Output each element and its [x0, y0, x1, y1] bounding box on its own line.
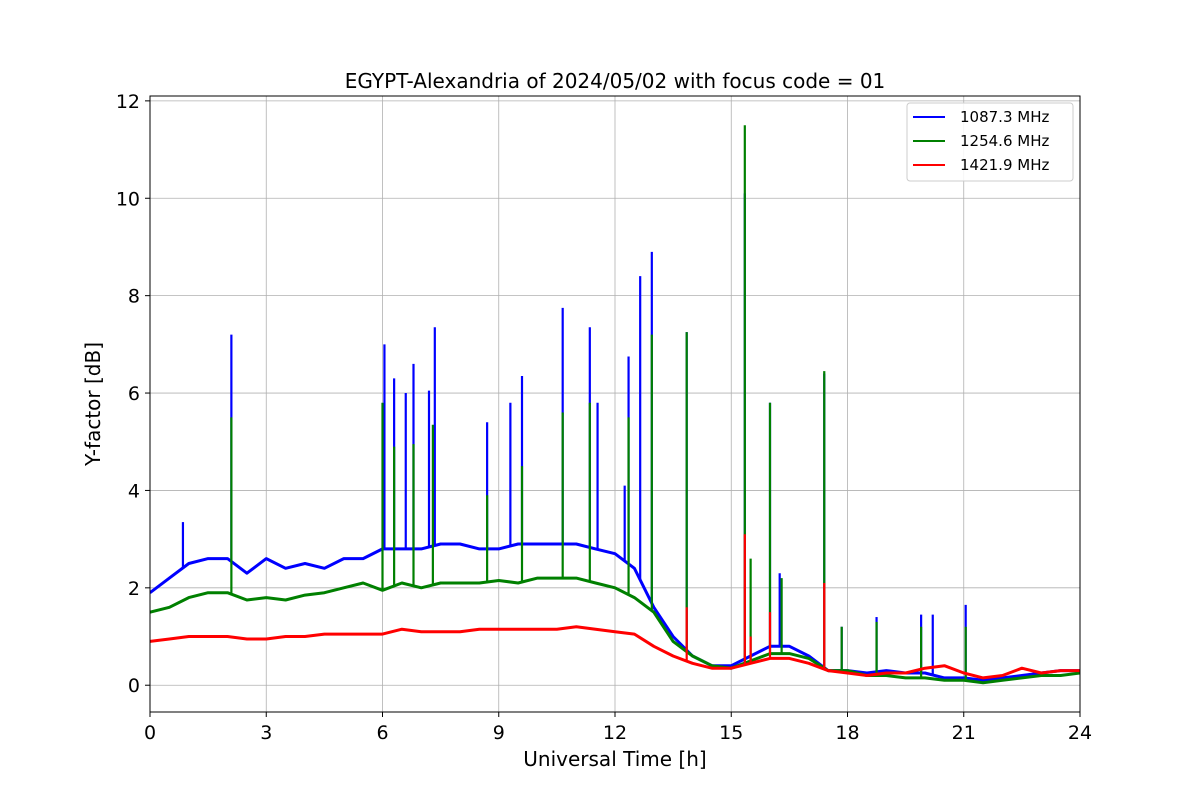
- legend-label: 1087.3 MHz: [960, 108, 1049, 126]
- legend-label: 1421.9 MHz: [960, 156, 1049, 174]
- y-tick-label: 2: [128, 578, 140, 600]
- x-axis-label: Universal Time [h]: [523, 747, 706, 771]
- x-tick-label: 3: [260, 722, 272, 744]
- y-axis-label: Y-factor [dB]: [81, 342, 105, 467]
- x-tick-label: 6: [376, 722, 388, 744]
- x-tick-label: 12: [603, 722, 627, 744]
- series-line: [150, 625, 1080, 680]
- legend: 1087.3 MHz 1254.6 MHz 1421.9 MHz: [906, 102, 1074, 182]
- x-tick-label: 0: [144, 722, 156, 744]
- x-tick-label: 18: [835, 722, 859, 744]
- y-tick-label: 6: [128, 383, 140, 405]
- series-group: [150, 125, 1080, 685]
- y-tick-label: 4: [128, 480, 140, 502]
- x-tick-label: 15: [719, 722, 743, 744]
- chart-title: EGYPT-Alexandria of 2024/05/02 with focu…: [345, 69, 886, 93]
- x-tick-label: 24: [1068, 722, 1092, 744]
- y-tick-label: 10: [116, 188, 140, 210]
- series-line: [150, 576, 1080, 685]
- x-tick-label: 9: [493, 722, 505, 744]
- series-3: [150, 534, 1080, 680]
- series-line: [150, 542, 1080, 682]
- y-tick-label: 8: [128, 286, 140, 308]
- x-tick-label: 21: [952, 722, 976, 744]
- legend-box: [906, 102, 1074, 182]
- y-tick-label: 0: [128, 675, 140, 697]
- y-tick-label: 12: [116, 91, 140, 113]
- legend-label: 1254.6 MHz: [960, 132, 1049, 150]
